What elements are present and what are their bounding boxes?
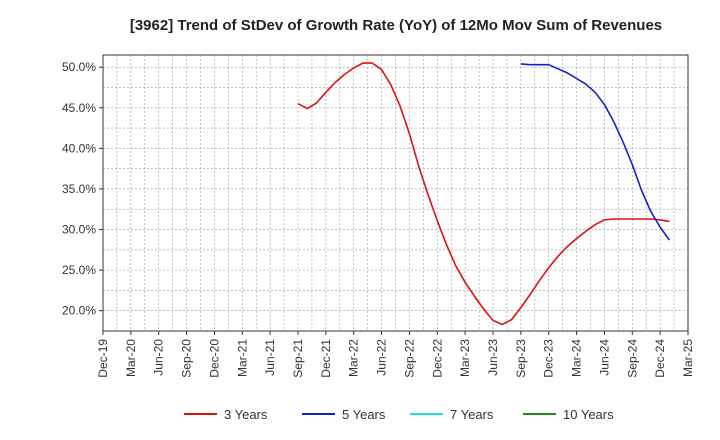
plot-frame xyxy=(102,54,689,332)
grid xyxy=(102,55,689,332)
x-tick-label: Dec-20 xyxy=(207,339,221,378)
x-tick-label: Dec-23 xyxy=(542,339,556,378)
legend: 3 Years 5 Years 7 Years 10 Years xyxy=(184,407,614,422)
x-tick-label: Sep-23 xyxy=(514,339,528,378)
legend-label: 3 Years xyxy=(224,407,268,422)
series-line-3-years xyxy=(297,62,670,326)
x-tick-label: Sep-24 xyxy=(625,339,639,378)
x-tick-label: Sep-22 xyxy=(402,339,416,378)
x-tick-label: Mar-23 xyxy=(458,339,472,377)
y-axis: 20.0% 25.0% 30.0% 35.0% 40.0% 45.0% 50.0% xyxy=(62,60,103,318)
legend-label: 5 Years xyxy=(342,407,386,422)
x-tick-label: Dec-24 xyxy=(653,339,667,378)
x-tick-label: Jun-21 xyxy=(263,339,277,376)
y-tick-label: 35.0% xyxy=(62,182,96,196)
y-tick-label: 40.0% xyxy=(62,141,96,155)
x-tick-label: Mar-24 xyxy=(570,339,584,377)
series-line-5-years xyxy=(520,63,671,241)
x-tick-label: Dec-22 xyxy=(430,339,444,378)
x-tick-label: Dec-21 xyxy=(319,339,333,378)
x-tick-label: Jun-24 xyxy=(597,339,611,376)
x-tick-label: Jun-23 xyxy=(486,339,500,376)
legend-label: 10 Years xyxy=(563,407,614,422)
y-tick-label: 45.0% xyxy=(62,101,96,115)
y-tick-label: 20.0% xyxy=(62,304,96,318)
x-tick-label: Mar-20 xyxy=(124,339,138,377)
x-tick-label: Mar-22 xyxy=(347,339,361,377)
x-axis: Dec-19 Mar-20 Jun-20 Sep-20 Dec-20 Mar-21 Jun-… xyxy=(96,331,695,378)
series-group xyxy=(297,62,671,326)
x-tick-label: Sep-21 xyxy=(291,339,305,378)
x-tick-label: Mar-25 xyxy=(681,339,695,377)
y-tick-label: 30.0% xyxy=(62,223,96,237)
y-tick-label: 25.0% xyxy=(62,263,96,277)
x-tick-label: Jun-22 xyxy=(375,339,389,376)
y-tick-label: 50.0% xyxy=(62,60,96,74)
x-tick-label: Mar-21 xyxy=(235,339,249,377)
chart-title: [3962] Trend of StDev of Growth Rate (Yo… xyxy=(130,17,662,34)
x-tick-label: Sep-20 xyxy=(180,339,194,378)
x-tick-label: Dec-19 xyxy=(96,339,110,378)
x-tick-label: Jun-20 xyxy=(152,339,166,376)
legend-label: 7 Years xyxy=(450,407,494,422)
